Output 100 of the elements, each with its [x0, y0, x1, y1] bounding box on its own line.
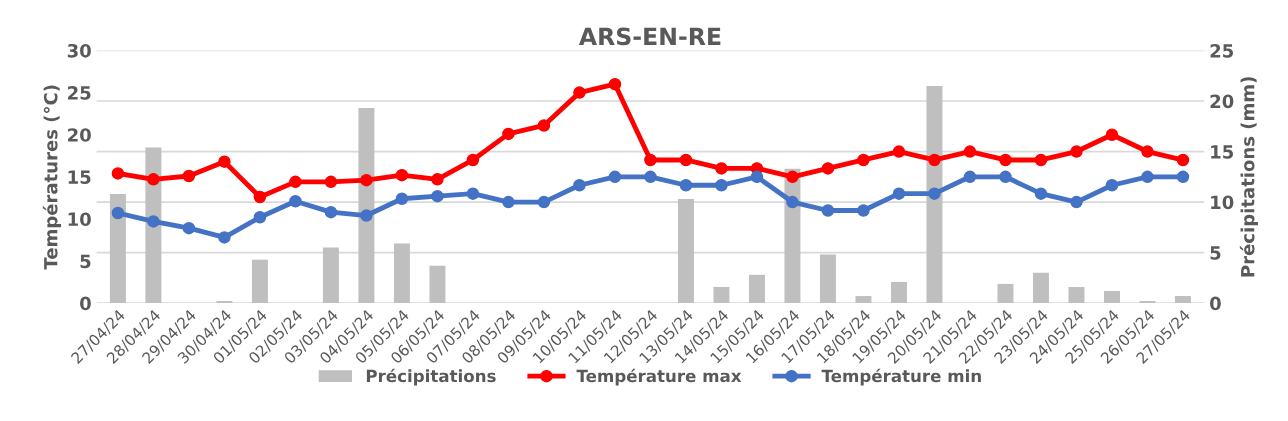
y-tick-label: 5 — [80, 254, 91, 269]
bar — [393, 243, 410, 304]
point — [360, 173, 373, 187]
point — [892, 187, 906, 200]
legend-label: Température max — [576, 368, 742, 386]
point — [431, 189, 444, 203]
point — [821, 204, 835, 217]
legend-label: Température min — [821, 368, 981, 386]
point — [786, 170, 799, 184]
y2-tick-label: 0 — [1210, 296, 1221, 311]
y-tick-label: 15 — [68, 170, 91, 184]
bar — [1068, 286, 1085, 304]
point — [608, 77, 622, 91]
bar — [429, 265, 446, 304]
point — [466, 153, 480, 167]
bar — [1032, 272, 1049, 304]
point — [679, 178, 693, 192]
bar — [890, 281, 907, 304]
point — [786, 195, 799, 209]
point — [963, 170, 977, 184]
bar — [1139, 301, 1156, 304]
bar — [251, 259, 268, 304]
y-axis-title: Températures (°C) — [42, 85, 62, 270]
point — [573, 86, 586, 99]
bar — [997, 283, 1014, 304]
point — [892, 145, 906, 158]
point — [750, 170, 764, 184]
point — [715, 162, 728, 175]
point — [644, 153, 657, 167]
point — [1070, 195, 1083, 209]
point — [608, 170, 622, 184]
point — [253, 210, 267, 224]
y2-tick-label: 10 — [1211, 195, 1234, 210]
y-tick-label: 30 — [67, 43, 91, 58]
point — [1176, 153, 1190, 167]
point — [111, 167, 125, 180]
point — [999, 153, 1012, 167]
point — [1141, 170, 1154, 184]
point — [182, 169, 196, 183]
point — [431, 173, 444, 186]
point — [928, 187, 941, 200]
bar — [926, 85, 943, 304]
y2-tick-label: 20 — [1210, 94, 1234, 109]
point — [1141, 145, 1154, 158]
point — [218, 155, 231, 168]
y-tick-label: 10 — [68, 212, 91, 227]
point — [715, 178, 728, 192]
y-tick-label: 25 — [68, 86, 91, 100]
point — [182, 221, 196, 235]
bar — [1103, 291, 1120, 304]
point — [502, 195, 515, 209]
bar — [855, 296, 872, 304]
point — [218, 231, 231, 244]
point — [963, 145, 977, 158]
bar — [748, 274, 765, 304]
bar — [1174, 296, 1191, 304]
point — [147, 173, 160, 186]
point — [253, 190, 267, 204]
bar — [216, 301, 233, 304]
point — [1105, 178, 1119, 192]
bar — [677, 199, 694, 304]
point — [395, 192, 409, 205]
bar — [358, 108, 375, 304]
y2-axis-title: Précipitations (mm) — [1239, 77, 1259, 277]
bar — [109, 194, 126, 304]
point — [324, 205, 338, 219]
y2-tick-label: 25 — [1210, 43, 1234, 58]
point — [360, 209, 373, 222]
bar — [819, 254, 836, 304]
point — [502, 127, 515, 141]
y-tick-label: 0 — [80, 296, 91, 311]
point — [466, 187, 480, 200]
point — [395, 168, 409, 182]
point — [857, 153, 870, 167]
bar — [322, 247, 339, 304]
bar — [713, 286, 730, 304]
point — [1070, 145, 1083, 158]
point — [1034, 187, 1048, 200]
point — [537, 195, 551, 209]
point — [821, 162, 835, 175]
point — [1176, 170, 1190, 184]
point — [537, 119, 551, 132]
point — [928, 153, 941, 167]
chart-title: ARS-EN-RE — [578, 27, 721, 46]
point — [1105, 128, 1119, 141]
point — [289, 194, 302, 208]
point — [147, 215, 160, 228]
legend-label: Précipitations — [366, 368, 496, 386]
point — [679, 153, 693, 167]
y2-tick-label: 15 — [1211, 145, 1234, 159]
point — [644, 170, 657, 184]
point — [1034, 153, 1048, 167]
point — [324, 175, 338, 189]
point — [999, 170, 1012, 184]
point — [573, 178, 586, 192]
point — [111, 206, 125, 220]
y-tick-label: 20 — [68, 128, 91, 142]
point — [289, 175, 302, 189]
y2-tick-label: 5 — [1210, 246, 1221, 260]
point — [857, 204, 870, 217]
